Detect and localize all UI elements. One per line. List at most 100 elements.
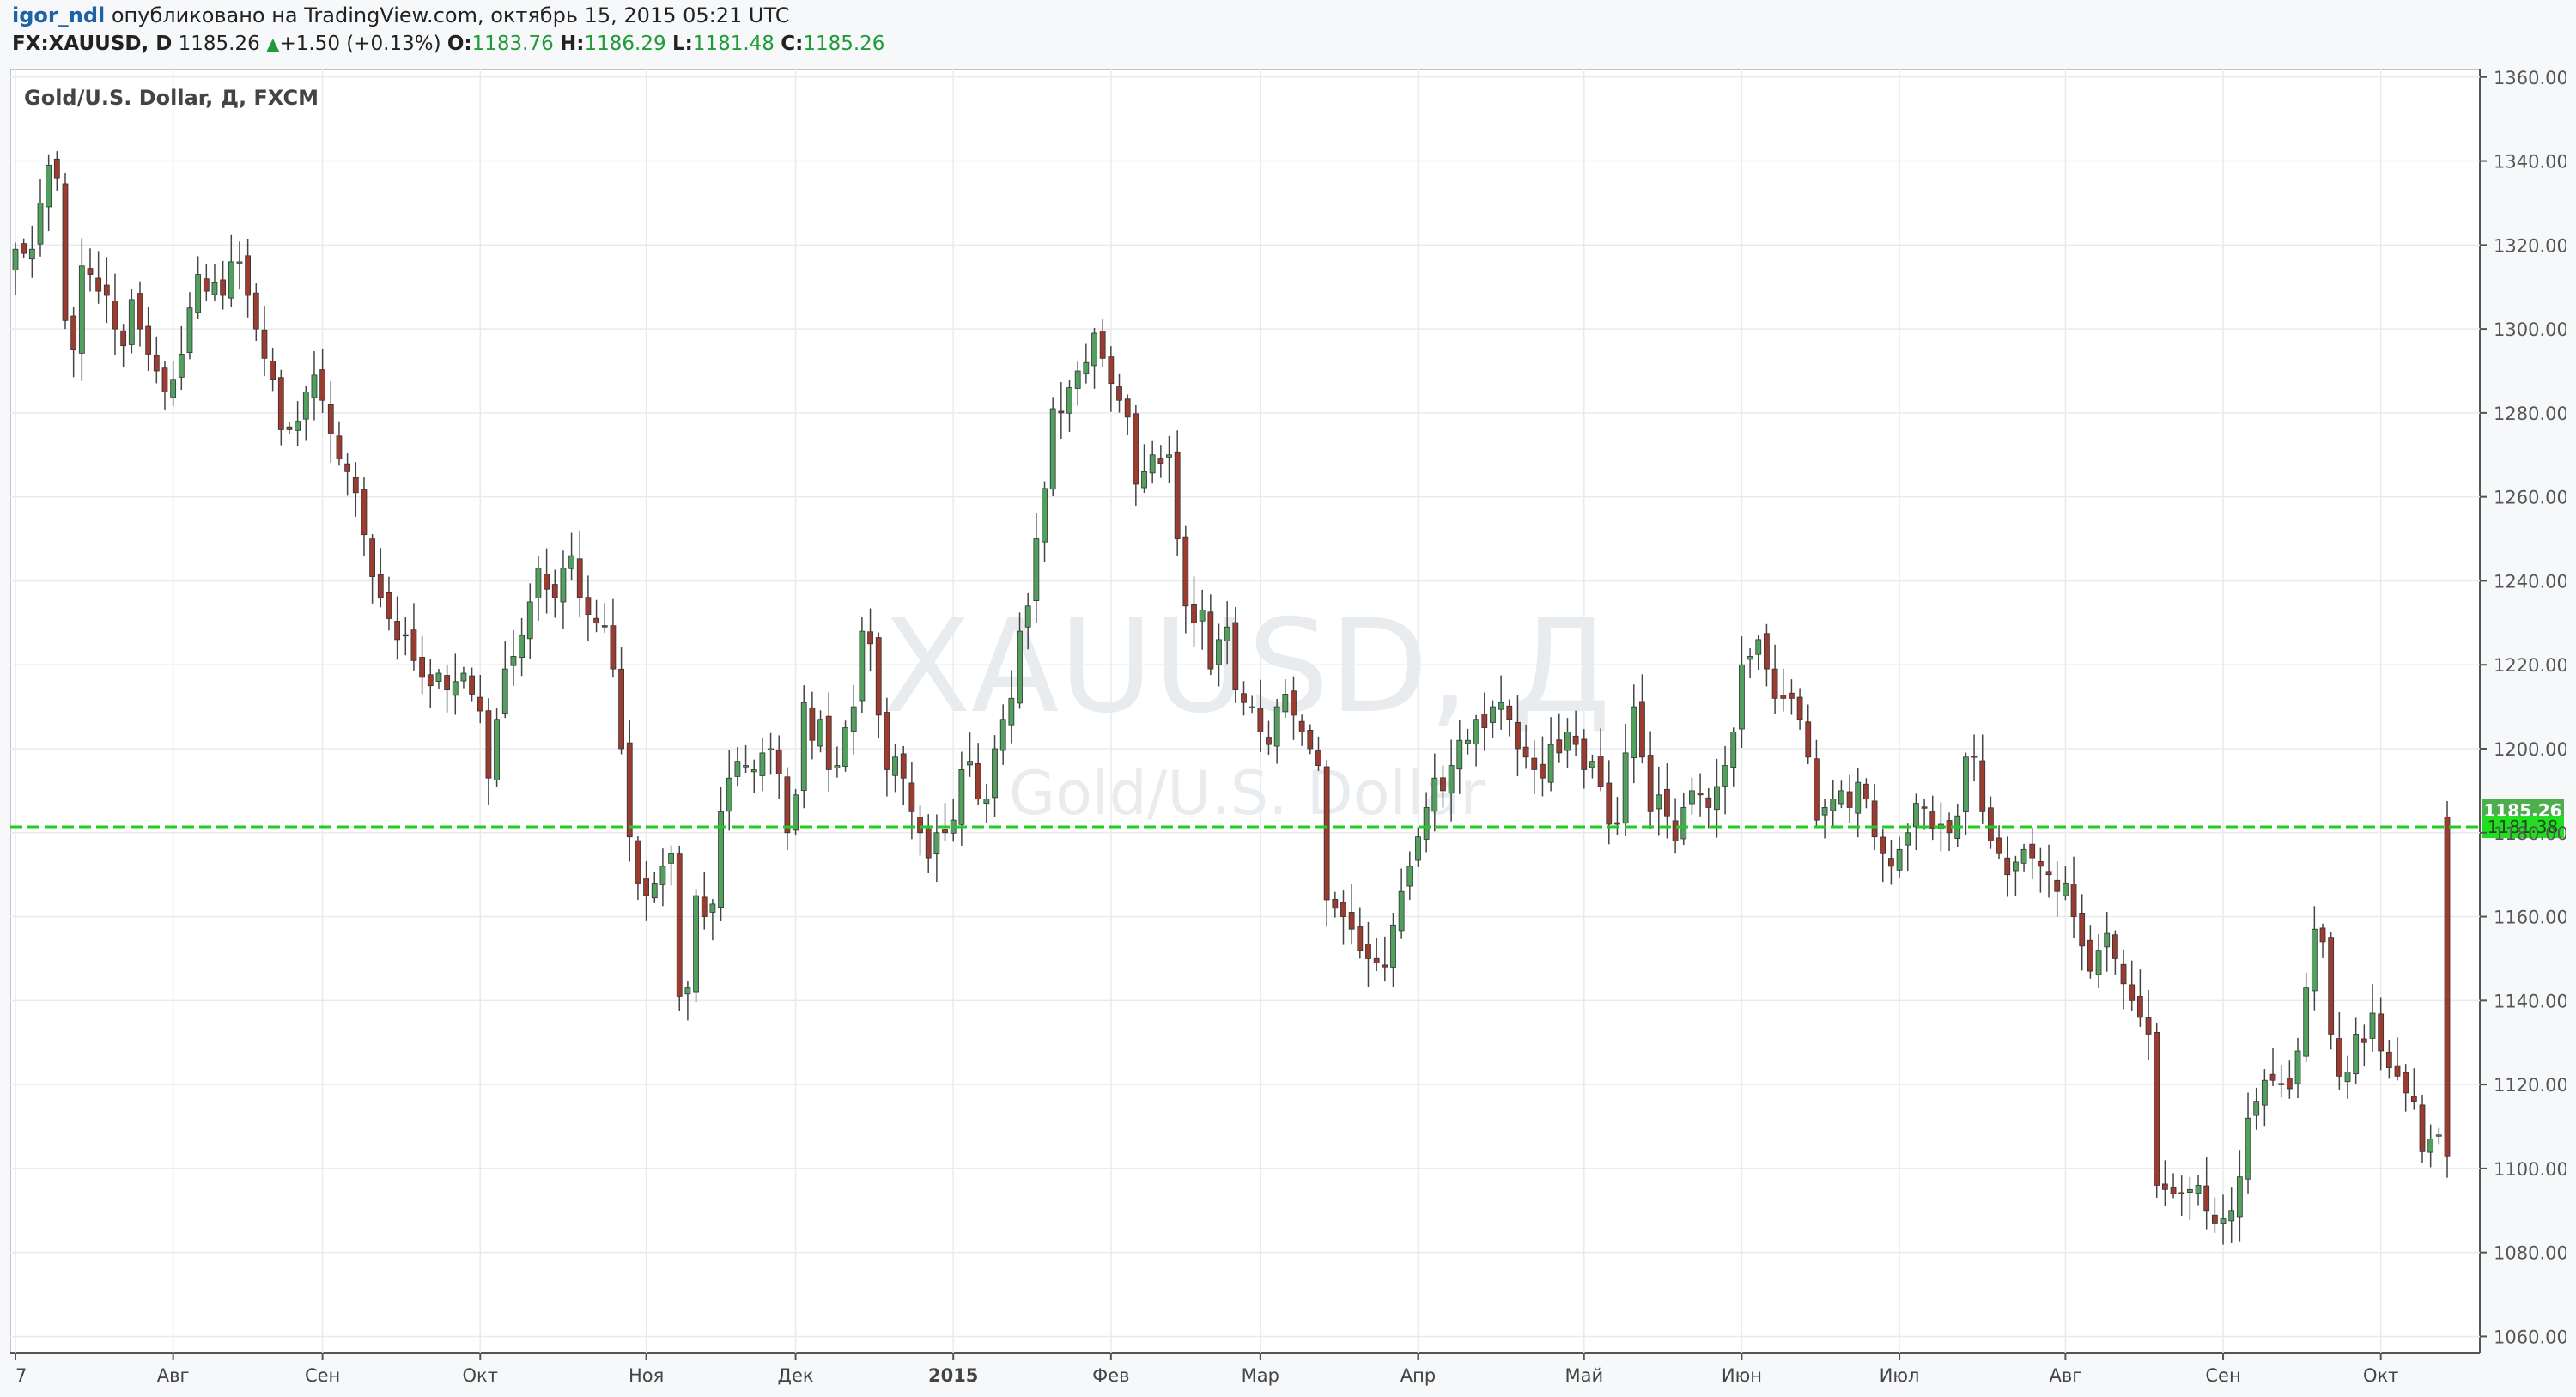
candle-body[interactable]: [1415, 836, 1421, 861]
candle-body[interactable]: [1357, 926, 1364, 951]
candle-body[interactable]: [485, 710, 492, 779]
candle-body[interactable]: [2294, 1050, 2301, 1084]
candle-body[interactable]: [1929, 811, 1936, 829]
candle-body[interactable]: [1083, 361, 1090, 374]
candle-body[interactable]: [1905, 832, 1911, 846]
plot-area[interactable]: [9, 68, 2481, 1354]
candle-body[interactable]: [87, 268, 94, 275]
candle-body[interactable]: [1224, 626, 1230, 641]
candle-body[interactable]: [28, 248, 35, 260]
candle-body[interactable]: [1257, 708, 1264, 732]
candle-body[interactable]: [859, 630, 866, 702]
candle-body[interactable]: [1814, 758, 1820, 821]
candles[interactable]: [12, 151, 2451, 1245]
candle-body[interactable]: [1382, 964, 1388, 968]
candle-body[interactable]: [402, 634, 409, 637]
candle-body[interactable]: [768, 748, 774, 750]
candle-body[interactable]: [510, 656, 517, 666]
candle-body[interactable]: [2220, 1218, 2227, 1224]
candle-body[interactable]: [925, 828, 932, 859]
candle-body[interactable]: [958, 769, 965, 825]
candle-body[interactable]: [1680, 807, 1687, 840]
candle-body[interactable]: [1266, 737, 1272, 745]
candle-body[interactable]: [551, 584, 558, 598]
candle-body[interactable]: [1730, 732, 1737, 768]
candle-body[interactable]: [344, 463, 351, 472]
candle-body[interactable]: [1174, 451, 1181, 539]
candle-body[interactable]: [759, 752, 766, 776]
candle-body[interactable]: [1398, 890, 1405, 932]
candle-body[interactable]: [601, 625, 608, 628]
candle-body[interactable]: [726, 777, 732, 812]
candle-body[interactable]: [676, 853, 683, 997]
candle-body[interactable]: [186, 307, 193, 354]
candle-body[interactable]: [21, 243, 27, 254]
candle-body[interactable]: [2278, 1083, 2285, 1085]
candle-body[interactable]: [2435, 1134, 2442, 1137]
candle-body[interactable]: [12, 248, 19, 271]
candle-body[interactable]: [2360, 1038, 2367, 1043]
candle-body[interactable]: [95, 277, 102, 292]
candle-body[interactable]: [1664, 788, 1670, 817]
candle-body[interactable]: [1232, 622, 1239, 690]
candle-body[interactable]: [1133, 413, 1139, 485]
candle-body[interactable]: [377, 574, 384, 598]
candle-body[interactable]: [967, 761, 973, 766]
candle-body[interactable]: [319, 369, 326, 401]
candle-body[interactable]: [1373, 957, 1380, 963]
candle-body[interactable]: [2178, 1192, 2185, 1194]
candle-body[interactable]: [1838, 790, 1844, 805]
candle-body[interactable]: [842, 727, 848, 767]
candle-body[interactable]: [2186, 1188, 2193, 1194]
candle-body[interactable]: [1498, 702, 1504, 710]
candle-body[interactable]: [277, 377, 284, 430]
candle-body[interactable]: [444, 675, 451, 690]
candle-body[interactable]: [775, 749, 782, 774]
candle-body[interactable]: [983, 799, 990, 805]
candle-body[interactable]: [1323, 766, 1330, 901]
candle-body[interactable]: [1739, 664, 1745, 730]
candle-body[interactable]: [1024, 605, 1031, 628]
candle-body[interactable]: [2444, 816, 2451, 1157]
candle-body[interactable]: [1406, 866, 1413, 887]
candle-body[interactable]: [1672, 820, 1679, 841]
candle-body[interactable]: [62, 183, 69, 321]
candle-body[interactable]: [1481, 713, 1488, 728]
candle-body[interactable]: [519, 635, 525, 659]
candle-body[interactable]: [544, 574, 550, 590]
candle-body[interactable]: [427, 674, 434, 687]
candle-body[interactable]: [70, 315, 77, 350]
candle-body[interactable]: [501, 668, 508, 714]
candle-body[interactable]: [1423, 807, 1430, 840]
candle-body[interactable]: [1017, 630, 1023, 704]
candle-body[interactable]: [1515, 721, 1521, 750]
candle-body[interactable]: [2070, 884, 2077, 917]
candle-body[interactable]: [834, 765, 841, 769]
candle-body[interactable]: [2385, 1051, 2392, 1068]
candle-body[interactable]: [1656, 794, 1662, 810]
candle-body[interactable]: [1307, 729, 1314, 750]
candle-body[interactable]: [1614, 822, 1620, 825]
candle-body[interactable]: [1871, 800, 1878, 838]
candle-body[interactable]: [1390, 924, 1396, 968]
candle-body[interactable]: [1291, 690, 1297, 716]
candle-body[interactable]: [1315, 750, 1321, 766]
candle-body[interactable]: [1116, 386, 1122, 401]
candle-body[interactable]: [103, 284, 110, 296]
candle-body[interactable]: [2037, 861, 2044, 867]
price-axis[interactable]: [2480, 69, 2566, 1391]
candle-body[interactable]: [992, 748, 998, 799]
candle-body[interactable]: [1440, 777, 1446, 792]
candle-body[interactable]: [1456, 739, 1463, 770]
candle-body[interactable]: [477, 696, 483, 712]
candle-body[interactable]: [800, 702, 807, 792]
candle-body[interactable]: [1581, 738, 1588, 770]
candle-body[interactable]: [2079, 913, 2086, 947]
candle-body[interactable]: [975, 762, 981, 800]
candle-body[interactable]: [1124, 398, 1131, 418]
candle-body[interactable]: [850, 706, 857, 732]
candle-body[interactable]: [1157, 458, 1164, 464]
candle-body[interactable]: [1888, 858, 1894, 867]
candle-body[interactable]: [2195, 1185, 2202, 1194]
candle-body[interactable]: [701, 896, 708, 917]
